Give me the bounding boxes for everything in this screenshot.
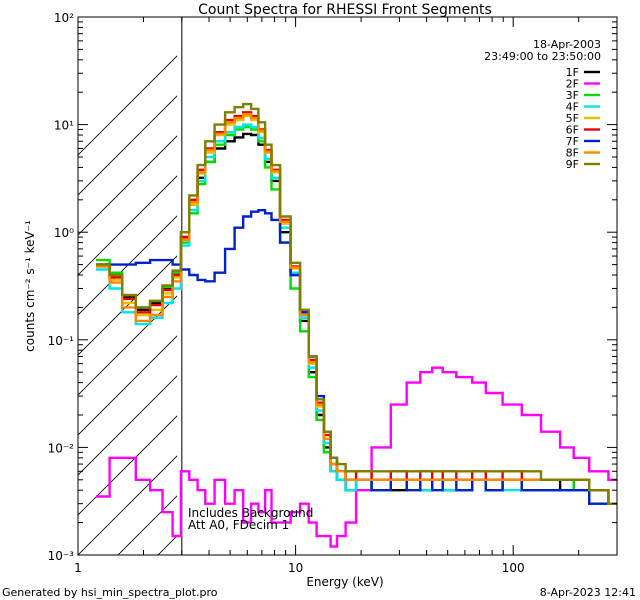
legend-label: 9F — [566, 158, 579, 171]
x-tick-label: 1 — [74, 561, 82, 575]
series-line-9F — [96, 102, 617, 505]
legend-label: 8F — [566, 147, 579, 160]
footer-generated-by: Generated by hsi_min_spectra_plot.pro — [2, 586, 218, 599]
hatch-line — [318, 17, 640, 555]
annotation-background: Includes Background — [188, 506, 313, 520]
hatch-line — [438, 17, 640, 555]
chart-title: Count Spectra for RHESSI Front Segments — [198, 2, 492, 18]
series-line-4F — [96, 123, 617, 505]
y-tick-label: 10² — [54, 11, 74, 25]
hatch-line — [518, 17, 640, 555]
series-line-8F — [96, 113, 617, 505]
hatch-line — [78, 55, 177, 156]
hatch-line — [78, 415, 177, 516]
hatch-line — [78, 335, 177, 436]
attenuator-hatch-region — [78, 17, 640, 555]
x-axis: 1 10 100 — [74, 17, 618, 575]
annotation-attenuator: Att A0, FDecim 1 — [188, 518, 289, 532]
plot-frame — [77, 16, 618, 556]
legend-label: 6F — [566, 124, 579, 137]
legend-label: 1F — [566, 66, 579, 79]
legend-label: 3F — [566, 89, 579, 102]
y-tick-label: 10¹ — [54, 119, 74, 133]
series-line-7F — [96, 209, 617, 505]
series-line-3F — [96, 125, 617, 505]
hatch-line — [398, 17, 640, 555]
legend-label: 4F — [566, 101, 579, 114]
y-tick-label: 10⁻³ — [48, 549, 75, 563]
footer-timestamp: 8-Apr-2023 12:41 — [540, 586, 636, 599]
time-range-label: 23:49:00 to 23:50:00 — [484, 50, 601, 63]
y-tick-label: 10⁰ — [54, 226, 74, 240]
x-tick-label: 100 — [502, 561, 525, 575]
hatch-line — [358, 17, 640, 555]
y-axis: 10⁻³ 10⁻² 10⁻¹ 10⁰ 10¹ 10² — [48, 11, 617, 563]
legend-label: 5F — [566, 112, 579, 125]
hatch-line — [117, 495, 177, 555]
date-label: 18-Apr-2003 — [533, 38, 601, 51]
x-axis-label: Energy (keV) — [306, 575, 383, 589]
hatch-line — [78, 455, 177, 555]
series-line-2F — [96, 366, 617, 548]
legend-label: 7F — [566, 135, 579, 148]
hatch-line — [78, 215, 177, 316]
hatch-line — [78, 255, 177, 356]
series-line-6F — [96, 111, 617, 505]
series-line-5F — [96, 114, 617, 505]
hatch-line — [78, 295, 177, 396]
hatch-line — [78, 375, 177, 476]
hatch-line — [78, 95, 177, 196]
hatch-line — [78, 135, 177, 236]
y-axis-label: counts cm⁻² s⁻¹ keV⁻¹ — [23, 220, 37, 352]
y-tick-label: 10⁻² — [48, 441, 75, 455]
y-tick-label: 10⁻¹ — [48, 334, 75, 348]
series-line-1F — [96, 132, 617, 505]
hatch-line — [278, 17, 640, 555]
hatch-line — [598, 17, 640, 555]
legend-label: 2F — [566, 78, 579, 91]
x-tick-label: 10 — [288, 561, 303, 575]
series-group — [96, 102, 617, 548]
hatch-line — [238, 17, 640, 555]
